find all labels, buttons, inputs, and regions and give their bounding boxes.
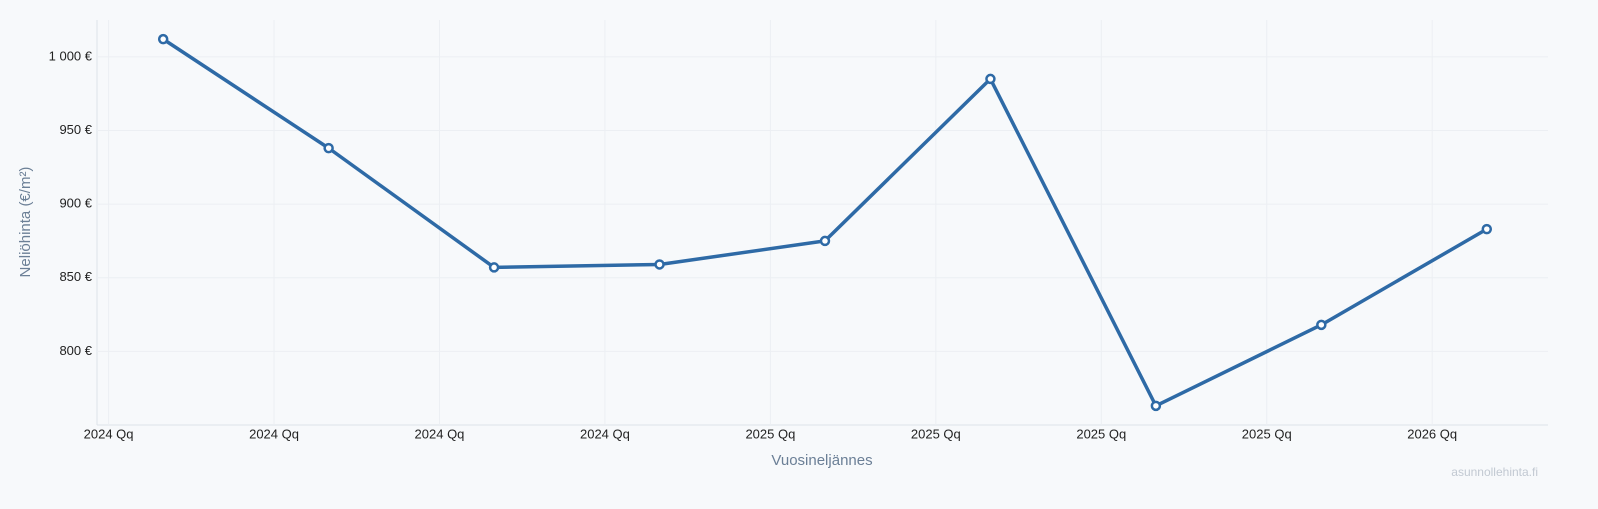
- x-tick-label: 2024 Qq: [249, 426, 299, 441]
- y-tick-label: 800 €: [59, 343, 92, 358]
- x-tick-label: 2024 Qq: [84, 426, 134, 441]
- y-tick-label: 850 €: [59, 269, 92, 284]
- x-tick-label: 2025 Qq: [911, 426, 961, 441]
- data-point: [1150, 400, 1162, 412]
- x-tick-label: 2025 Qq: [1242, 426, 1292, 441]
- data-point: [654, 259, 665, 270]
- data-line: [162, 37, 1488, 408]
- data-point: [1481, 223, 1493, 235]
- data-point: [157, 33, 169, 45]
- data-point: [1316, 319, 1327, 331]
- x-tick-label: 2024 Qq: [415, 426, 465, 441]
- watermark: asunnollehinta.fi: [1451, 465, 1538, 479]
- data-point: [323, 142, 334, 154]
- data-point: [985, 73, 996, 85]
- x-tick-label: 2026 Qq: [1407, 426, 1457, 441]
- y-tick-label: 900 €: [59, 196, 92, 211]
- y-axis-title: Neliöhinta (€/m²): [17, 167, 34, 278]
- x-tick-label: 2025 Qq: [1076, 426, 1126, 441]
- y-tick-label: 1 000 €: [49, 48, 93, 63]
- data-point: [488, 262, 500, 273]
- x-tick-label: 2024 Qq: [580, 426, 630, 441]
- x-axis-title: Vuosineljännes: [771, 452, 872, 469]
- y-tick-label: 950 €: [59, 122, 92, 137]
- x-tick-label: 2025 Qq: [745, 426, 795, 441]
- data-point: [819, 235, 831, 247]
